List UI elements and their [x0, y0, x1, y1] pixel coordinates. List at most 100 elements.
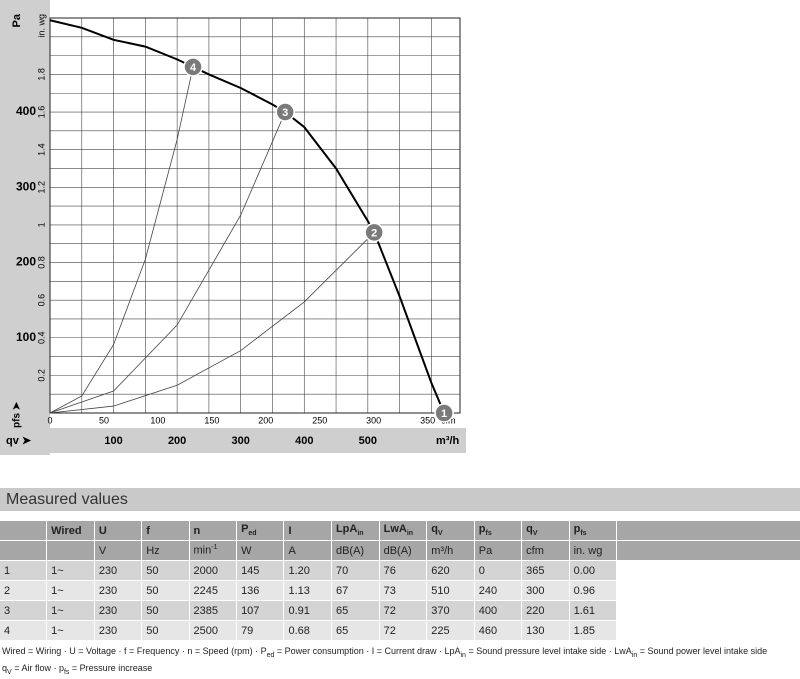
data-cell: 1	[0, 561, 48, 580]
cell-sub: in	[406, 530, 414, 538]
y2-tick-label: 0.8	[36, 256, 46, 269]
cell-sub: ed	[248, 530, 257, 538]
header-cell: A	[284, 541, 332, 560]
header-cell: Ped	[237, 521, 285, 540]
header-cell: n	[189, 521, 238, 540]
data-cell: 230	[94, 581, 143, 600]
title-text: Measured values	[6, 491, 128, 508]
footnotes: Wired = Wiring · U = Voltage · f = Frequ…	[2, 645, 767, 679]
system-curve	[49, 66, 194, 414]
footnote-part: = Sound power level intake side	[637, 646, 768, 656]
y2-tick-label: 1	[36, 222, 46, 227]
data-cell: 67	[331, 581, 380, 600]
data-cell: 2245	[189, 581, 238, 600]
data-cell: 73	[379, 581, 428, 600]
data-cell: 50	[142, 561, 190, 580]
data-row: 2 1~ 230 50 2245 136 1.13 67 73 510 240 300 0.96	[0, 581, 800, 600]
header-fill	[617, 541, 800, 560]
data-cell: 3	[0, 601, 48, 620]
header-cell: W	[237, 541, 285, 560]
data-cell: 1~	[47, 561, 95, 580]
y-tick-label: 100	[16, 330, 36, 344]
header-cell	[47, 541, 95, 560]
data-cell: 70	[331, 561, 380, 580]
data-cell: 1~	[47, 621, 95, 640]
fan-curve	[49, 19, 446, 414]
cell-text: cfm	[526, 544, 544, 557]
y2-tick-label: 0.6	[36, 294, 46, 307]
point-label: 3	[282, 107, 288, 119]
cell-text: dB(A)	[335, 544, 365, 557]
y2-tick-label: 0.2	[36, 369, 46, 382]
system-curve	[49, 232, 375, 414]
operating-point	[183, 57, 203, 77]
x-unit: m³/h	[436, 435, 460, 447]
data-cell: 50	[142, 601, 190, 620]
cell-text: min	[193, 544, 212, 557]
x2-tick-label: 100	[150, 415, 165, 425]
data-cell: 230	[94, 561, 143, 580]
data-cell: 240	[474, 581, 523, 600]
header-cell: pfs	[474, 521, 523, 540]
header-cell: Hz	[142, 541, 190, 560]
header-cell: I	[284, 521, 332, 540]
header-cell: dB(A)	[379, 541, 428, 560]
header-cell	[0, 541, 48, 560]
data-cell: 1~	[47, 581, 95, 600]
data-cell: 370	[427, 601, 475, 620]
data-cell: 65	[331, 621, 380, 640]
cell-text: A	[288, 544, 296, 557]
header-cell: cfm	[522, 541, 570, 560]
x-symbol: qv ➤	[6, 435, 32, 447]
header-cell: dB(A)	[331, 541, 380, 560]
chart: Pa in. wg pfs ➤ qv ➤ cfm m³/h 1002003004…	[0, 0, 466, 455]
x-tick-label: 300	[232, 435, 250, 447]
system-curve	[49, 111, 286, 414]
footnote-part: = Air flow · p	[11, 662, 64, 673]
cell-text: W	[241, 544, 252, 557]
y-tick-label: 300	[16, 179, 36, 193]
cell-sup: -1	[211, 544, 218, 552]
cell-text: LpA	[335, 523, 358, 536]
x2-tick-label: 50	[99, 415, 109, 425]
point-label: 2	[371, 227, 377, 239]
cell-text: I	[288, 524, 292, 537]
operating-point	[275, 102, 295, 122]
cell-text: V	[98, 544, 107, 557]
operating-point	[434, 403, 454, 423]
section-title: Measured values	[0, 488, 800, 511]
footnote-part: = Pressure increase	[69, 662, 153, 673]
data-cell: 65	[331, 601, 380, 620]
data-cell: 50	[142, 621, 190, 640]
footnote-part: in	[631, 651, 638, 659]
header-cell: U	[94, 521, 143, 540]
cell-sub: fs	[580, 530, 587, 538]
y2-tick-label: 1.8	[36, 68, 46, 81]
header-cell: LwAin	[379, 521, 428, 540]
header-cell: LpAin	[331, 521, 380, 540]
footnote-part: in	[460, 651, 466, 659]
header-cell: in. wg	[569, 541, 618, 560]
data-cell: 50	[142, 581, 190, 600]
plot-area	[50, 18, 460, 413]
x-tick-label: 100	[104, 435, 122, 447]
x2-tick-label: 150	[204, 415, 219, 425]
data-cell: 460	[474, 621, 523, 640]
cell-text: n	[193, 524, 201, 537]
cell-text: dB(A)	[383, 544, 412, 557]
x2-tick-label: 0	[47, 415, 52, 425]
footnote-part: q	[2, 662, 8, 673]
footnote-part: ed	[266, 651, 275, 659]
data-row: 1 1~ 230 50 2000 145 1.20 70 76 620 0 365 0.00	[0, 561, 800, 580]
data-cell: 0.00	[569, 561, 618, 580]
data-cell: 220	[522, 601, 570, 620]
x-tick-label: 200	[168, 435, 186, 447]
cell-text: Pa	[478, 544, 493, 557]
y2-tick-label: 1.4	[36, 143, 46, 156]
data-cell: 72	[379, 601, 428, 620]
cell-text: q	[526, 523, 533, 536]
